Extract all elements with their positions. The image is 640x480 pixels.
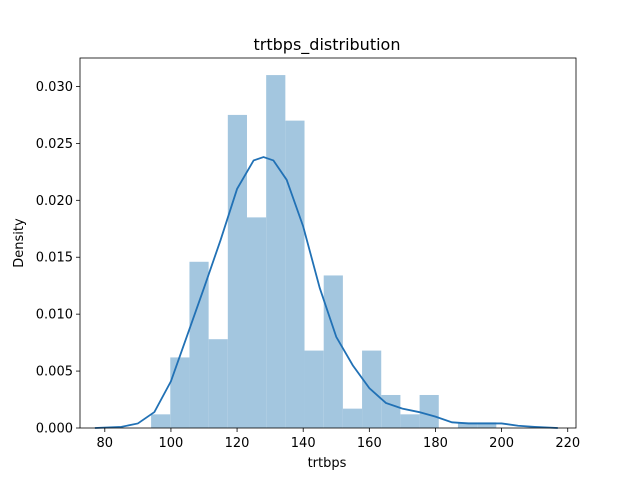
histogram-bar bbox=[419, 394, 439, 428]
x-tick-label: 220 bbox=[555, 436, 580, 451]
x-axis-ticks: 80 100 120 140 160 180 200 220 bbox=[97, 428, 580, 451]
x-axis-label: trtbps bbox=[308, 456, 347, 471]
histogram-bar bbox=[208, 339, 228, 428]
x-tick-label: 160 bbox=[357, 436, 382, 451]
y-tick-label: 0.030 bbox=[36, 80, 73, 95]
histogram-bars bbox=[151, 75, 497, 429]
y-tick-label: 0.010 bbox=[36, 308, 73, 323]
y-tick-label: 0.015 bbox=[36, 251, 73, 266]
histogram-bar bbox=[246, 217, 267, 428]
histogram-bar bbox=[477, 422, 497, 428]
histogram-bar bbox=[285, 120, 305, 428]
histogram-bar bbox=[227, 114, 247, 428]
histogram-bar bbox=[304, 350, 324, 428]
plot-frame bbox=[79, 57, 577, 429]
x-tick-label: 80 bbox=[97, 436, 114, 451]
x-tick-label: 180 bbox=[423, 436, 448, 451]
histogram-bar bbox=[457, 422, 478, 428]
histogram-bar bbox=[323, 275, 343, 428]
histogram-bar bbox=[342, 408, 363, 428]
histogram-bar bbox=[170, 357, 190, 428]
x-tick-label: 100 bbox=[159, 436, 184, 451]
x-tick-label: 120 bbox=[225, 436, 250, 451]
y-tick-label: 0.025 bbox=[36, 137, 73, 152]
x-tick-label: 140 bbox=[291, 436, 316, 451]
y-axis-ticks: 0.000 0.005 0.010 0.015 0.020 0.025 0.030 bbox=[36, 80, 80, 437]
x-tick-label: 200 bbox=[489, 436, 514, 451]
y-tick-label: 0.000 bbox=[36, 422, 73, 437]
y-axis-label: Density bbox=[12, 218, 27, 268]
histogram-bar bbox=[189, 261, 209, 428]
kde-line bbox=[94, 156, 558, 429]
histogram-bar bbox=[151, 414, 171, 428]
histogram-bar bbox=[400, 414, 420, 428]
histogram-bar bbox=[266, 75, 286, 429]
y-tick-label: 0.020 bbox=[36, 194, 73, 209]
histogram-bar bbox=[381, 394, 401, 428]
chart-title: trtbps_distribution bbox=[254, 35, 401, 55]
y-tick-label: 0.005 bbox=[36, 365, 73, 380]
